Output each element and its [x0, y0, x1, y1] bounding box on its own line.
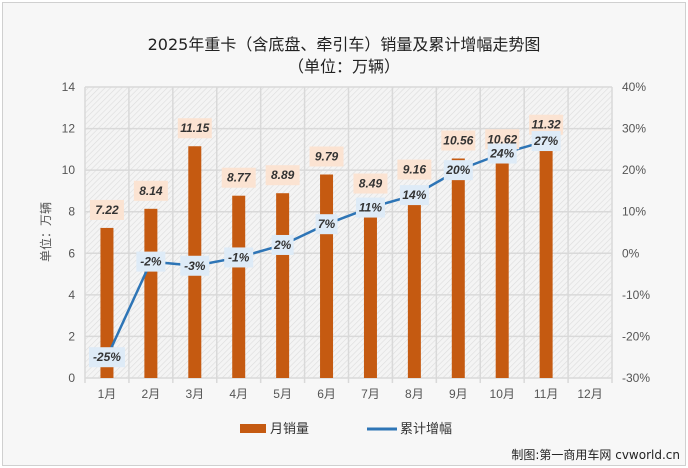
line-data-label: 14%	[402, 188, 426, 202]
bar-data-label: 10.56	[443, 134, 473, 148]
bar	[495, 157, 509, 378]
line-data-label: 27%	[533, 134, 558, 148]
legend-label-line: 累计增幅	[400, 422, 452, 437]
y-tick-label: 4	[68, 288, 75, 302]
chart-title: 2025年重卡（含底盘、牵引车）销量及累计增幅走势图 （单位：万辆）	[0, 34, 688, 78]
bar-data-label: 11.15	[180, 121, 209, 135]
y-axis-label: 单位：万辆	[38, 202, 53, 262]
source-credit: 制图:第一商用车网 cvworld.cn	[511, 448, 680, 462]
line-data-label: 24%	[489, 147, 514, 161]
bar-data-label: 8.49	[359, 177, 383, 191]
y2-tick-label: -10%	[622, 288, 650, 302]
bar-data-label: 11.32	[532, 118, 561, 132]
bar	[276, 193, 290, 378]
x-tick-label: 11月	[534, 387, 558, 401]
y2-tick-label: 30%	[622, 122, 646, 136]
line-data-label: -1%	[228, 250, 250, 264]
bar	[539, 142, 553, 378]
line-data-label: 20%	[445, 163, 470, 177]
x-tick-label: 9月	[449, 387, 468, 401]
bar-label-box	[89, 199, 124, 220]
title-text: 2025年重卡（含底盘、牵引车）销量及累计增幅走势图	[147, 35, 541, 54]
y-tick-label: 12	[62, 122, 76, 136]
x-tick-label: 6月	[317, 387, 336, 401]
line-label-box	[531, 131, 561, 152]
x-tick-label: 5月	[273, 387, 292, 401]
subtitle-text: （单位：万辆）	[287, 57, 400, 76]
bar-data-label: 8.14	[139, 184, 163, 198]
line-data-label: -2%	[140, 255, 162, 269]
line-label-box	[271, 234, 294, 255]
bar-data-label: 10.62	[487, 132, 517, 146]
line-label-box	[315, 214, 338, 235]
bar-label-box	[441, 130, 476, 151]
line-label-box	[399, 185, 429, 206]
y2-tick-label: 10%	[622, 205, 646, 219]
bar	[451, 158, 465, 378]
bar	[100, 227, 114, 378]
bar-data-label: 9.16	[403, 163, 427, 177]
bar-data-label: 9.79	[315, 150, 339, 164]
x-tick-label: 2月	[142, 387, 161, 401]
line-label-box	[136, 251, 166, 272]
bar-data-label: 7.22	[95, 203, 119, 217]
y-tick-label: 10	[62, 163, 76, 177]
line-label-box	[443, 160, 473, 181]
bar-label-box	[265, 165, 300, 186]
bar	[407, 187, 421, 378]
x-tick-label: 3月	[185, 387, 204, 401]
y2-tick-label: 0%	[622, 246, 640, 260]
y-tick-label: 14	[62, 80, 76, 94]
y2-tick-label: 40%	[622, 80, 646, 94]
bar-data-label: 8.77	[227, 171, 252, 185]
bar-label-box	[397, 159, 432, 180]
y-tick-label: 6	[68, 246, 75, 260]
line-data-label: -25%	[93, 350, 121, 364]
bar	[144, 208, 158, 378]
bar	[232, 195, 246, 378]
line-data-label: -3%	[184, 259, 206, 273]
bar	[363, 201, 377, 378]
legend-label-bar: 月销量	[270, 422, 309, 437]
line-label-box	[224, 247, 254, 268]
line-label-box	[487, 143, 517, 164]
line-label-box	[180, 255, 210, 276]
y2-tick-label: -30%	[622, 371, 650, 385]
bar	[320, 174, 334, 378]
line-data-label: 11%	[359, 201, 382, 215]
y-tick-label: 2	[68, 329, 75, 343]
x-tick-label: 1月	[98, 387, 117, 401]
line-data-label: 7%	[318, 217, 336, 231]
legend-swatch-bar	[240, 424, 266, 433]
x-tick-label: 4月	[229, 387, 248, 401]
x-tick-label: 7月	[361, 387, 380, 401]
x-tick-label: 10月	[490, 387, 515, 401]
line-label-box	[88, 347, 125, 368]
bar-label-box	[221, 167, 256, 188]
y-tick-label: 0	[68, 371, 75, 385]
y2-tick-label: 20%	[622, 163, 646, 177]
bar-label-box	[529, 114, 564, 135]
bar-label-box	[177, 118, 212, 139]
bar-label-box	[133, 180, 168, 201]
bar-label-box	[353, 173, 388, 194]
bar-label-box	[309, 146, 344, 167]
x-tick-label: 12月	[577, 387, 602, 401]
y-tick-label: 8	[68, 205, 75, 219]
line-data-label: 2%	[273, 238, 292, 252]
bar-data-label: 8.89	[271, 168, 295, 182]
y2-tick-label: -20%	[622, 329, 650, 343]
line-label-box	[355, 197, 385, 218]
x-tick-label: 8月	[405, 387, 424, 401]
